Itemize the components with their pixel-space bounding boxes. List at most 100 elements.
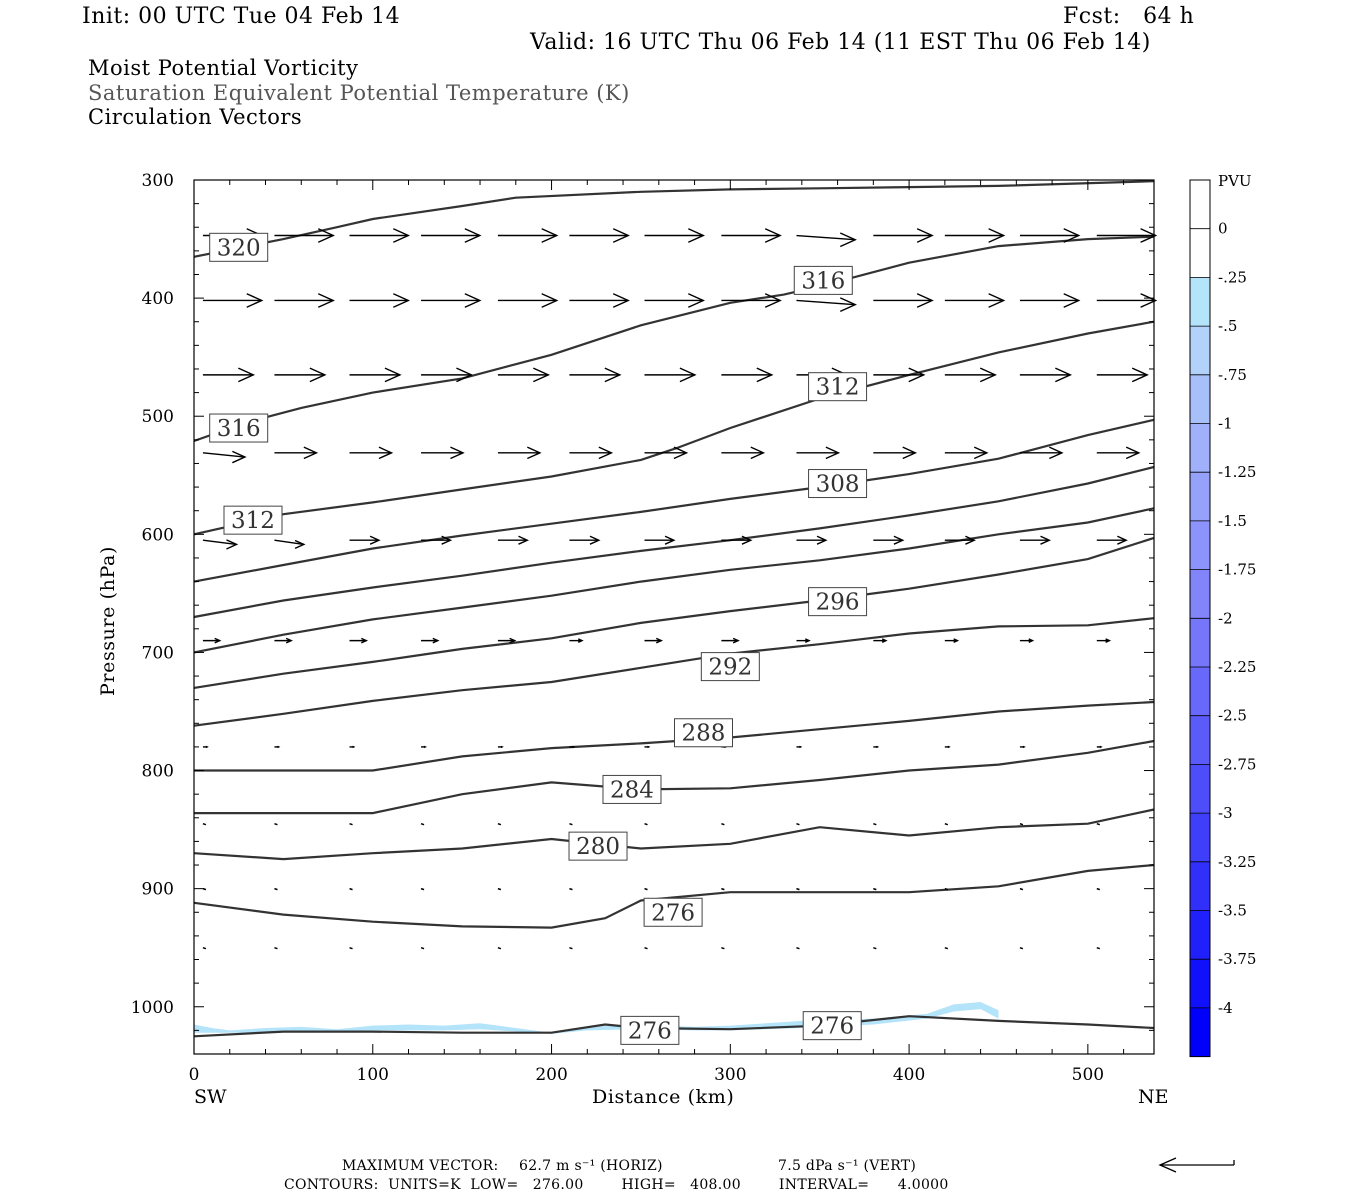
circulation-vector-head (577, 638, 584, 643)
circulation-vector-head (378, 446, 394, 460)
circulation-vector-head (916, 293, 934, 308)
circulation-vector (349, 946, 353, 950)
y-tick-label: 700 (142, 643, 174, 663)
circulation-vector-head (1099, 745, 1103, 749)
circulation-vector (1019, 946, 1024, 950)
circulation-vector-head (1063, 293, 1081, 308)
circulation-vector (1019, 887, 1024, 891)
contour-320-0 (193, 180, 1155, 258)
colorbar-swatch (1190, 618, 1210, 667)
circulation-vector (796, 887, 800, 891)
x-tick-label: 100 (357, 1065, 389, 1085)
circulation-vector-head (741, 535, 753, 545)
circulation-vector (420, 887, 425, 891)
contour-label: 312 (231, 508, 275, 534)
circulation-vector-head (285, 637, 293, 644)
circulation-vector (202, 946, 207, 950)
x-tick-label: 200 (535, 1065, 567, 1085)
circulation-vector (873, 822, 877, 826)
circulation-vector (944, 887, 949, 891)
circulation-vector-head (799, 745, 803, 749)
colorbar-swatch (1190, 326, 1210, 375)
circulation-vector-head (450, 446, 465, 460)
colorbar-label: -3.5 (1218, 902, 1247, 920)
circulation-vector-head (688, 228, 706, 243)
colorbar-swatch (1190, 520, 1210, 570)
circulation-vector-head (589, 535, 601, 545)
circulation-vector-head (1028, 638, 1035, 643)
circulation-vector-head (732, 637, 740, 644)
circulation-vector (202, 452, 246, 458)
valid-time: Valid: 16 UTC Thu 06 Feb 14 (11 EST Thu … (530, 30, 1151, 55)
contour-312-2 (193, 320, 1155, 536)
circulation-vector (796, 822, 800, 826)
contour-label-box (209, 232, 269, 262)
colorbar-label: -2 (1218, 609, 1233, 627)
circulation-vector-head (875, 745, 880, 749)
circulation-vector-head (965, 535, 976, 545)
circulation-vector (1096, 822, 1101, 826)
colorbar: PVU 0 -.25 -.5 -.75 -1 -1.25 -1.5 -1.75 -2 -2.25 -2… (1189, 172, 1256, 1058)
circulation-vector-head (1049, 446, 1064, 460)
circulation-vector (944, 822, 949, 826)
circulation-vector-head (541, 228, 559, 243)
colorbar-title: PVU (1218, 172, 1252, 190)
circulation-vector-head (384, 367, 402, 383)
circulation-vector-head (1117, 535, 1128, 545)
circulation-vector-head (839, 232, 857, 248)
contour-label-box (808, 372, 868, 402)
contour-304-4 (193, 465, 1155, 619)
circulation-vector-head (655, 637, 664, 644)
circulation-vector (497, 887, 502, 891)
circulation-vector (1096, 887, 1101, 891)
contour-label: 308 (816, 472, 860, 498)
circulation-vector-head (804, 638, 811, 643)
circulation-vector-head (825, 446, 841, 460)
circulation-vector-head (527, 446, 542, 460)
contour-label: 284 (610, 777, 654, 803)
circulation-vector (796, 299, 856, 306)
circulation-vector-head (953, 638, 960, 643)
circulation-vector (944, 946, 949, 950)
circulation-vector-head (205, 745, 209, 749)
circulation-vector-head (246, 293, 264, 308)
circulation-vector-head (294, 539, 306, 550)
colorbar-swatch (1190, 423, 1210, 473)
circulation-vector-head (456, 367, 474, 383)
circulation-vector (1019, 822, 1024, 826)
circulation-vector-head (688, 293, 706, 308)
x-tick-label: 400 (893, 1065, 925, 1085)
max-vector-label: MAXIMUM VECTOR: (342, 1158, 499, 1174)
contour-label: 276 (651, 900, 695, 926)
field-title-vectors: Circulation Vectors (88, 105, 303, 129)
circulation-vector-head (1040, 535, 1052, 545)
contour-label-box (568, 831, 628, 861)
contour-label-box (700, 652, 760, 682)
vector-layer (202, 228, 1158, 950)
max-vector-horiz: 62.7 m s⁻¹ (HORIZ) (519, 1158, 663, 1174)
circulation-vector-head (1063, 228, 1081, 243)
colorbar-swatch (1190, 228, 1210, 278)
y-tick-label: 500 (142, 407, 174, 427)
colorbar-swatch (1190, 667, 1210, 716)
circulation-vector (873, 946, 877, 950)
circulation-vector-head (839, 297, 857, 313)
circulation-vector-head (393, 293, 411, 308)
x-tick-label: 500 (1072, 1065, 1104, 1085)
y-tick-label: 600 (142, 525, 174, 545)
y-tick-label: 800 (142, 762, 174, 782)
circulation-vector-head (361, 637, 369, 644)
colorbar-label: -1.5 (1218, 512, 1247, 530)
circulation-vector-head (541, 293, 559, 308)
contour-308-3 (193, 418, 1155, 583)
circulation-vector-head (1022, 745, 1026, 749)
colorbar-label: -1.25 (1218, 463, 1256, 481)
circulation-vector-head (464, 228, 482, 243)
colorbar-label: 0 (1218, 220, 1228, 238)
circulation-vector-head (916, 228, 934, 243)
colorbar-label: -2.25 (1218, 658, 1256, 676)
circulation-vector-head (1140, 228, 1158, 243)
circulation-vector-head (232, 450, 247, 464)
circulation-vector (644, 946, 648, 950)
